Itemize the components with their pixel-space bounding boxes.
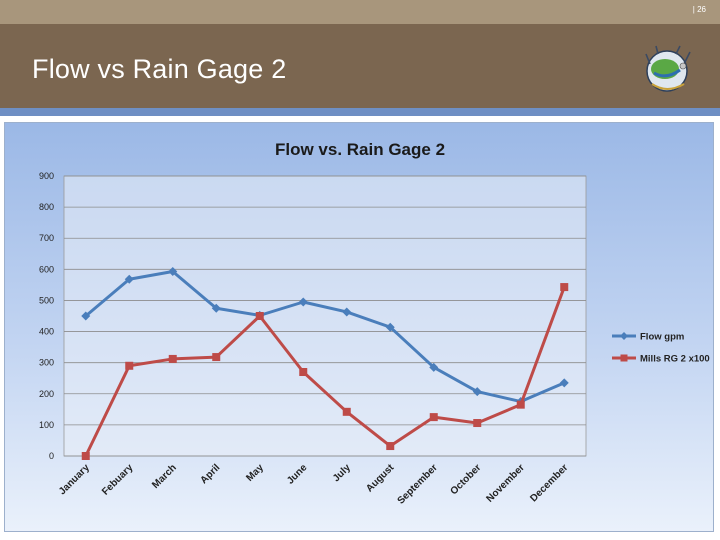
data-point <box>429 362 439 372</box>
x-tick-label: December <box>528 462 570 504</box>
data-point <box>125 361 134 370</box>
legend-label: Mills RG 2 x100 <box>640 354 710 365</box>
top-header-bar: | 26 <box>0 0 720 24</box>
x-tick-label: September <box>396 462 440 506</box>
series-line <box>84 270 565 404</box>
x-tick-label: June <box>285 462 310 487</box>
data-point <box>472 387 482 397</box>
series-mills-rg2 <box>81 283 569 460</box>
series-layer <box>81 267 569 460</box>
x-tick-label: January <box>57 462 92 497</box>
y-tick-label: 300 <box>39 358 54 368</box>
data-point <box>211 303 221 313</box>
line-chart: Flow vs. Rain Gage 2 0 100 200 300 400 500 600… <box>39 140 710 507</box>
data-point <box>386 442 395 451</box>
chart-title: Flow vs. Rain Gage 2 <box>275 140 445 159</box>
x-tick-label: May <box>244 462 266 484</box>
data-point <box>81 452 90 460</box>
data-point <box>299 368 308 376</box>
legend-marker <box>620 354 628 362</box>
y-tick-label: 100 <box>39 420 54 430</box>
data-point <box>255 312 264 320</box>
y-tick-label: 0 <box>49 451 54 461</box>
data-point <box>516 400 525 409</box>
slide-title: Flow vs Rain Gage 2 <box>32 54 287 84</box>
x-tick-label: Febuary <box>100 462 136 498</box>
y-tick-label: 700 <box>39 233 54 243</box>
data-point <box>168 267 178 277</box>
data-point <box>385 322 395 332</box>
globe-emblem-icon <box>645 45 691 92</box>
data-point <box>342 307 352 317</box>
data-point <box>342 407 351 416</box>
y-axis-tick-labels: 0 100 200 300 400 500 600 700 800 900 <box>39 171 54 461</box>
series-line <box>84 286 566 457</box>
x-tick-label: April <box>198 462 222 486</box>
x-axis-tick-labels: January Febuary March April May June July Augus… <box>57 462 570 507</box>
x-tick-label: October <box>448 462 483 497</box>
legend-marker <box>620 332 628 340</box>
page-number: | 26 <box>692 5 706 14</box>
data-point <box>212 353 221 362</box>
x-tick-label: August <box>364 462 397 495</box>
title-bar <box>0 24 720 108</box>
data-point <box>473 419 482 428</box>
x-tick-label: July <box>331 462 353 484</box>
y-tick-label: 600 <box>39 264 54 274</box>
y-tick-label: 800 <box>39 202 54 212</box>
accent-stripe <box>0 108 720 116</box>
x-tick-label: March <box>150 462 179 491</box>
data-point <box>559 378 569 388</box>
chart-frame: Flow vs. Rain Gage 2 0 100 200 300 400 500 600… <box>4 122 714 532</box>
plot-area <box>63 175 587 457</box>
data-point <box>124 274 134 284</box>
x-tick-label: November <box>485 462 527 504</box>
data-point <box>168 354 177 363</box>
legend-label: Flow gpm <box>640 332 684 343</box>
y-tick-label: 200 <box>39 389 54 399</box>
y-tick-label: 900 <box>39 171 54 181</box>
data-point <box>429 413 438 422</box>
data-point <box>298 297 308 307</box>
series-flow-gpm <box>81 267 569 407</box>
y-tick-label: 500 <box>39 295 54 305</box>
data-point <box>81 311 91 321</box>
y-tick-label: 400 <box>39 327 54 337</box>
data-point <box>560 283 569 292</box>
legend: Flow gpm Mills RG 2 x100 <box>612 332 710 365</box>
